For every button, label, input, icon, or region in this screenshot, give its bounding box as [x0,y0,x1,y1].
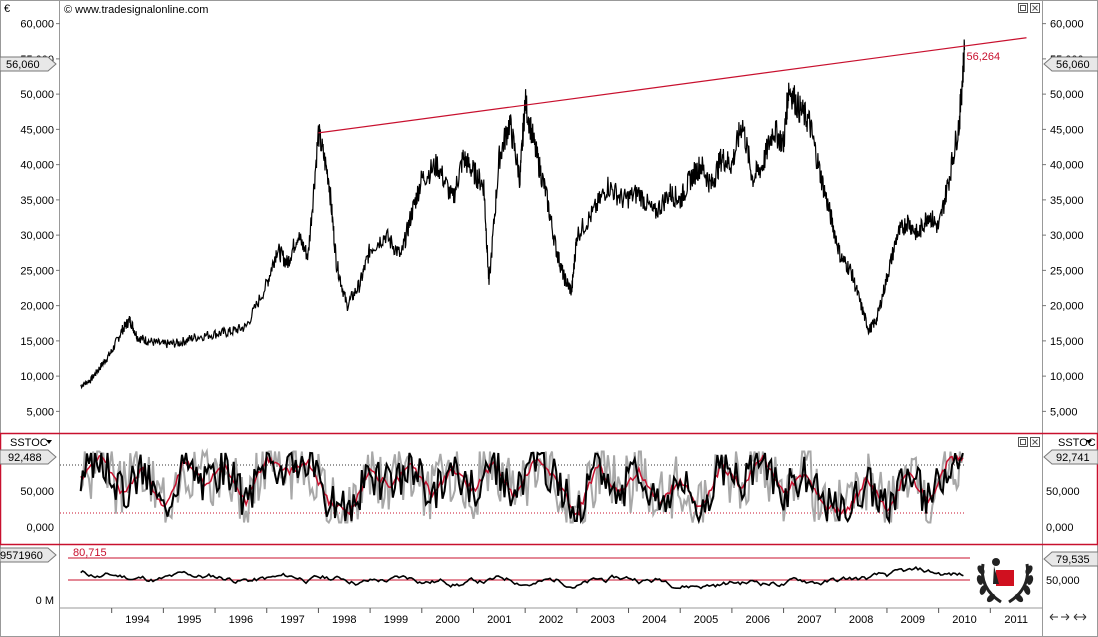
x-axis: 1994 1995 1996 1997 1998 1999 2000 2001 2002 2003… [60,607,1042,626]
price-left-tick: 20,000 [20,301,54,313]
price-line [80,39,966,390]
x-tick-label: 2003 [590,614,614,626]
svg-text:56,060: 56,060 [1056,59,1090,71]
price-right-tick: 20,000 [1050,301,1084,313]
stoch-left-tick-50: 50,000 [20,486,54,498]
bottom-right-tick: 50,000 [1046,575,1080,587]
x-tick-label: 2001 [487,614,511,626]
price-right-tick: 25,000 [1050,265,1084,277]
price-left-tick: 15,000 [20,336,54,348]
stoch-name-right: SSTOC [1058,437,1096,449]
x-tick-label: 2007 [797,614,821,626]
price-right-tick: 5,000 [1050,406,1078,418]
price-right-tick: 10,000 [1050,371,1084,383]
close-icon[interactable] [1030,3,1040,13]
svg-text:92,741: 92,741 [1056,452,1090,464]
bottom-series [80,565,964,590]
x-tick-label: 2005 [694,614,718,626]
stoch-right-tick-0: 0,000 [1046,522,1074,534]
x-tick-label: 2008 [849,614,873,626]
x-tick-label: 2009 [901,614,925,626]
price-left-tick: 35,000 [20,195,54,207]
price-tag-left: 56,060 [0,56,57,72]
price-right-tick: 60,000 [1050,19,1084,31]
currency-label: € [4,3,10,15]
price-left-tick: 30,000 [20,230,54,242]
trend-line-label: 56,264 [966,51,1000,63]
zoom-icon[interactable] [1073,613,1087,621]
svg-text:79,535: 79,535 [1056,554,1090,566]
svg-text:92,488: 92,488 [8,452,42,464]
price-left-ticks: 60,00055,00050,00045,00040,00035,00030,0… [20,19,60,418]
x-tick-label: 2004 [642,614,666,626]
bottom-indicator-line [80,565,964,590]
stoch-dropdown-icon-right[interactable] [1086,440,1092,444]
price-series [80,39,966,390]
price-right-tick: 40,000 [1050,160,1084,172]
price-left-tick: 50,000 [20,89,54,101]
stoch-right-tick-50: 50,000 [1046,486,1080,498]
trend-line: 56,264 [318,37,1027,134]
x-tick-label: 2011 [1004,614,1028,626]
source-label: © www.tradesignalonline.com [64,4,208,16]
x-tick-label: 2000 [435,614,459,626]
stoch-slow-line [79,451,964,525]
scroll-right-icon[interactable] [1061,613,1070,621]
x-tick-label: 1998 [332,614,356,626]
stoch-tag-right: 92,741 [1043,449,1098,465]
price-right-tick: 15,000 [1050,336,1084,348]
price-left-tick: 60,000 [20,19,54,31]
scroll-left-icon[interactable] [1049,613,1058,621]
stoch-restore-icon[interactable] [1018,437,1028,447]
x-tick-label: 2006 [745,614,769,626]
svg-text:9571960: 9571960 [0,550,43,562]
stoch-tag-left: 92,488 [0,449,57,465]
price-right-tick: 30,000 [1050,230,1084,242]
x-tick-label: 1994 [125,614,149,626]
resistance-trend-line [318,37,1027,134]
x-tick-label: 1995 [177,614,201,626]
price-left-tick: 10,000 [20,371,54,383]
laurel-wreath-logo [976,558,1034,604]
price-left-tick: 40,000 [20,160,54,172]
price-left-tick: 25,000 [20,265,54,277]
x-tick-label: 2002 [539,614,563,626]
x-tick-label: 1997 [280,614,304,626]
bottom-tag-right: 79,535 [1043,551,1098,567]
stoch-dropdown-icon[interactable] [46,440,52,444]
stoch-close-icon[interactable] [1030,437,1040,447]
restore-icon[interactable] [1018,3,1028,13]
price-right-tick: 35,000 [1050,195,1084,207]
price-right-ticks: 60,00055,00050,00045,00040,00035,00030,0… [1042,19,1084,418]
price-right-tick: 50,000 [1050,89,1084,101]
price-left-tick: 45,000 [20,124,54,136]
price-left-tick: 5,000 [26,406,54,418]
stoch-left-tick-0: 0,000 [26,522,54,534]
price-tag-right: 56,060 [1043,56,1098,72]
svg-text:56,060: 56,060 [6,59,40,71]
bottom-tag-left: 9571960 [0,547,57,563]
bottom-level-label: 80,715 [73,547,107,559]
price-right-tick: 45,000 [1050,124,1084,136]
stoch-series [79,447,964,525]
x-tick-label: 1999 [384,614,408,626]
stoch-name: SSTOC [10,437,48,449]
bottom-left-tick: 0 M [36,595,54,607]
x-tick-label: 2010 [952,614,976,626]
x-tick-label: 1996 [229,614,253,626]
